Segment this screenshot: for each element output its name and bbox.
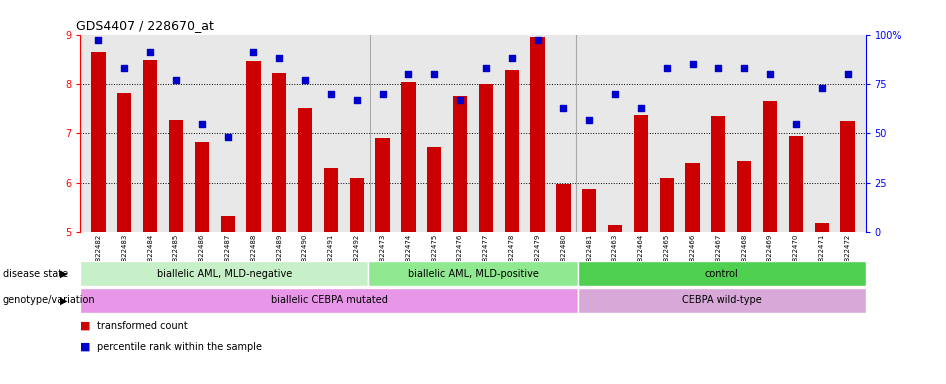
Point (375, 91, 390, 97)
Bar (220, 216, 235, 232)
Point (116, 65, 131, 71)
Bar (815, 223, 829, 232)
Bar (840, 121, 854, 232)
Point (220, 134, 236, 141)
Bar (634, 115, 648, 232)
Bar (578, 261, 866, 286)
Point (349, 97, 364, 103)
Bar (401, 81, 415, 232)
Point (272, 55, 287, 61)
Point (582, 116, 597, 122)
Bar (143, 60, 157, 232)
Bar (578, 288, 866, 313)
Point (737, 65, 752, 71)
Bar (504, 70, 518, 232)
Point (452, 97, 467, 103)
Text: ▶: ▶ (60, 268, 67, 279)
Text: CEBPA wild-type: CEBPA wild-type (682, 295, 762, 306)
Bar (272, 73, 287, 232)
Bar (582, 189, 596, 232)
Bar (246, 61, 260, 232)
Point (659, 65, 674, 71)
Text: ■: ■ (80, 321, 91, 331)
Point (788, 121, 803, 127)
Text: disease state: disease state (3, 268, 68, 279)
Bar (298, 108, 312, 232)
Point (427, 71, 442, 77)
Bar (556, 184, 570, 232)
Bar (92, 52, 106, 232)
Bar (453, 96, 467, 232)
Point (479, 65, 494, 71)
Bar (117, 93, 131, 232)
Bar (711, 116, 726, 232)
Bar (686, 163, 700, 232)
Bar (350, 178, 364, 232)
Text: percentile rank within the sample: percentile rank within the sample (97, 342, 262, 352)
Point (530, 37, 545, 43)
Point (504, 55, 519, 61)
Point (633, 105, 648, 111)
Point (607, 91, 622, 97)
Point (710, 65, 726, 71)
Point (324, 91, 339, 97)
Bar (376, 138, 390, 232)
Point (143, 49, 158, 55)
Text: biallelic AML, MLD-positive: biallelic AML, MLD-positive (408, 268, 538, 279)
Point (556, 105, 571, 111)
Text: ▶: ▶ (60, 295, 67, 306)
Bar (428, 147, 442, 232)
Text: ■: ■ (80, 342, 91, 352)
Bar (762, 101, 777, 232)
Bar (324, 168, 338, 232)
Text: control: control (705, 268, 739, 279)
Bar (368, 261, 578, 286)
Point (685, 61, 700, 67)
Bar (169, 119, 184, 232)
Bar (659, 178, 674, 232)
Point (168, 77, 184, 83)
Text: genotype/variation: genotype/variation (3, 295, 96, 306)
Point (815, 85, 830, 91)
Text: GDS4407 / 228670_at: GDS4407 / 228670_at (77, 19, 215, 32)
Bar (80, 288, 578, 313)
Bar (737, 161, 751, 232)
Bar (789, 136, 803, 232)
Point (401, 71, 416, 77)
Point (840, 71, 855, 77)
Bar (531, 37, 545, 232)
Bar (195, 142, 209, 232)
Point (194, 121, 209, 127)
Text: transformed count: transformed count (97, 321, 188, 331)
Text: biallelic CEBPA mutated: biallelic CEBPA mutated (271, 295, 388, 306)
Bar (479, 84, 493, 232)
Point (246, 49, 261, 55)
Point (298, 77, 313, 83)
Point (91, 37, 106, 43)
Bar (80, 261, 368, 286)
Point (762, 71, 778, 77)
Bar (608, 225, 622, 232)
Text: biallelic AML, MLD-negative: biallelic AML, MLD-negative (157, 268, 292, 279)
